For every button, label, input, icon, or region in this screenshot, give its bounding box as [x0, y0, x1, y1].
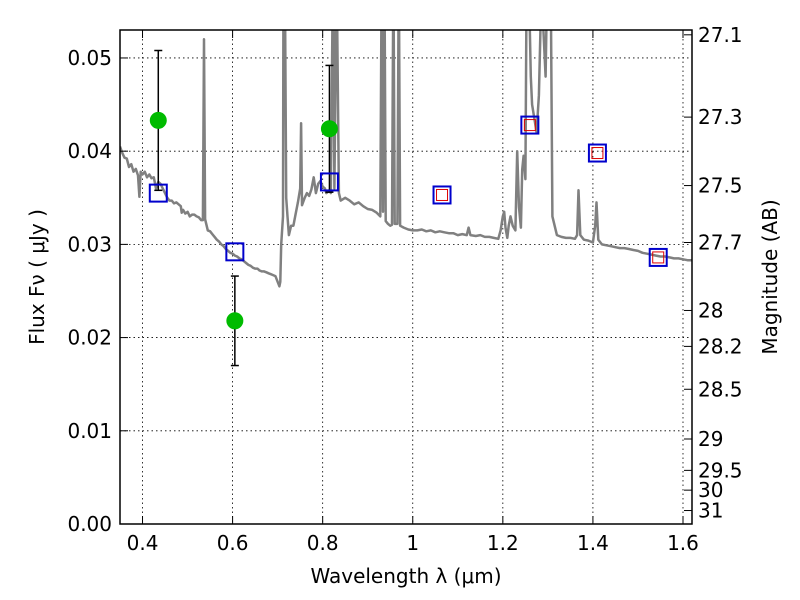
model-square	[587, 143, 607, 163]
model-square	[648, 247, 668, 267]
grid-layer	[120, 30, 692, 525]
model-inner-square	[591, 147, 604, 160]
y-tick-label: 0.03	[67, 232, 112, 256]
observed-point	[149, 111, 167, 129]
series-layer	[120, 30, 692, 367]
x-tick-label: 1.4	[577, 531, 609, 555]
y2-tick-label: 31	[698, 499, 723, 523]
y2-tick-label: 29	[698, 427, 723, 451]
y2-tick-label: 28.2	[698, 334, 743, 358]
spectrum-line	[120, 30, 692, 288]
model-square	[520, 115, 540, 135]
x-tick-label: 1.6	[667, 531, 699, 555]
y2-tick-label: 30	[698, 478, 723, 502]
x-tick-label: 0.6	[217, 531, 249, 555]
x-tick-label: 0.8	[307, 531, 339, 555]
y-tick-label: 0.00	[67, 512, 112, 536]
y2-axis-label: Magnitude (AB)	[758, 199, 782, 354]
x-tick-label: 1.2	[487, 531, 519, 555]
axis-layer: 0.4 0.6 0.8 1 1.2 1.4 1.6 0.00 0.01 0.02 0.03 0.04 0…	[67, 23, 742, 555]
y-tick-label: 0.01	[67, 419, 112, 443]
y2-tick-label: 27.5	[698, 174, 743, 198]
x-tick-label: 0.4	[127, 531, 159, 555]
y2-tick-label: 27.3	[698, 105, 743, 129]
model-inner-square	[436, 188, 449, 201]
y2-tick-label: 27.7	[698, 231, 743, 255]
y-tick-label: 0.05	[67, 46, 112, 70]
y-axis-label: Flux Fν ( μJy )	[25, 209, 49, 345]
model-inner-square	[523, 119, 536, 132]
model-square	[319, 172, 339, 192]
y-tick-label: 0.02	[67, 326, 112, 350]
y2-tick-label: 29.5	[698, 458, 743, 482]
x-tick-label: 1	[406, 531, 419, 555]
y-tick-label: 0.04	[67, 139, 112, 163]
x-axis-label: Wavelength λ (μm)	[310, 564, 501, 588]
y2-tick-label: 28.5	[698, 377, 743, 401]
observed-point	[320, 120, 338, 138]
plot-frame	[119, 29, 693, 525]
model-square	[225, 242, 245, 262]
y2-tick-label: 27.1	[698, 23, 743, 47]
model-square	[432, 185, 452, 205]
model-square	[148, 183, 168, 203]
y2-tick-label: 28	[698, 298, 723, 322]
observed-point	[226, 312, 244, 330]
model-inner-square	[652, 251, 665, 264]
